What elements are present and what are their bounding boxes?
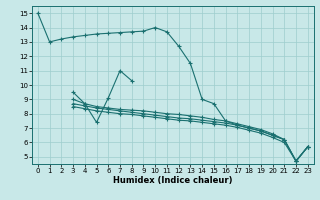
X-axis label: Humidex (Indice chaleur): Humidex (Indice chaleur) (113, 176, 233, 185)
